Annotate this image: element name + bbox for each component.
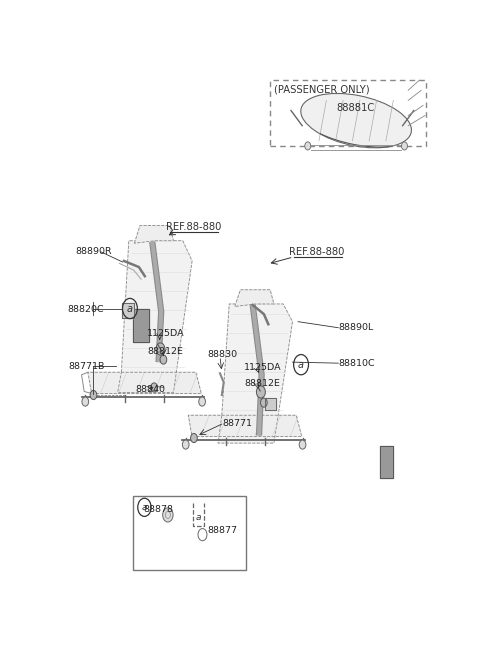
Circle shape (156, 343, 165, 355)
Text: 88877: 88877 (207, 526, 237, 535)
Circle shape (199, 397, 205, 406)
Circle shape (151, 383, 157, 392)
Polygon shape (88, 373, 202, 394)
Text: 88771: 88771 (223, 419, 253, 428)
Text: REF.88-880: REF.88-880 (289, 247, 344, 257)
Text: 88812E: 88812E (244, 379, 280, 388)
Text: 88820C: 88820C (67, 305, 104, 313)
Text: 88812E: 88812E (147, 346, 183, 355)
Polygon shape (264, 397, 276, 410)
Bar (132, 496, 246, 570)
Text: a: a (298, 359, 304, 370)
Text: a: a (127, 304, 133, 313)
Circle shape (182, 440, 189, 449)
Text: 88840: 88840 (135, 386, 165, 394)
Circle shape (256, 386, 265, 398)
Text: 1125DA: 1125DA (147, 329, 185, 338)
Circle shape (299, 440, 306, 449)
Text: REF.88-880: REF.88-880 (166, 221, 222, 232)
Polygon shape (134, 225, 173, 243)
Text: 1125DA: 1125DA (244, 363, 282, 372)
Text: 88878: 88878 (144, 505, 174, 514)
Polygon shape (218, 304, 292, 443)
Text: a: a (196, 514, 202, 522)
Text: 88810C: 88810C (338, 359, 375, 368)
Text: 88771B: 88771B (68, 362, 105, 371)
Circle shape (160, 355, 167, 364)
Circle shape (261, 398, 267, 407)
Text: 88890L: 88890L (338, 323, 373, 332)
Polygon shape (188, 415, 302, 436)
Polygon shape (380, 445, 393, 478)
Circle shape (191, 434, 197, 443)
Polygon shape (118, 240, 192, 392)
Polygon shape (132, 309, 149, 342)
Polygon shape (122, 304, 134, 317)
Circle shape (401, 142, 408, 150)
Text: 88890R: 88890R (76, 247, 112, 256)
Polygon shape (235, 290, 274, 306)
Text: (PASSENGER ONLY): (PASSENGER ONLY) (274, 85, 370, 95)
Circle shape (90, 390, 97, 399)
Text: 88830: 88830 (207, 350, 237, 359)
Circle shape (82, 397, 89, 406)
Text: a: a (142, 503, 147, 512)
Circle shape (163, 508, 173, 522)
Bar (270, 80, 426, 146)
Ellipse shape (301, 93, 411, 148)
Circle shape (305, 142, 311, 150)
Text: 88881C: 88881C (336, 102, 375, 112)
